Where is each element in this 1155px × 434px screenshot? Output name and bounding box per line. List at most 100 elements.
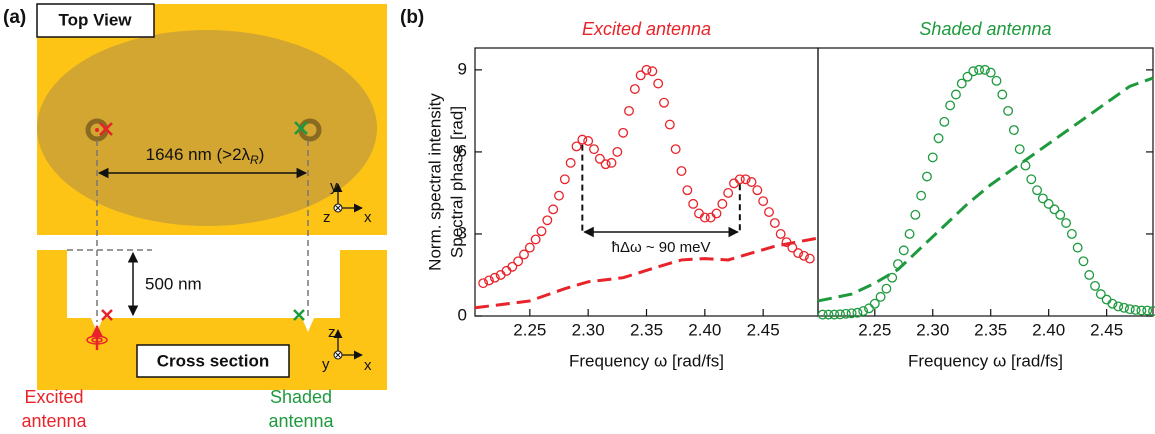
- data-point: [1066, 229, 1077, 239]
- phase-line: [474, 236, 819, 310]
- data-point: [1008, 125, 1019, 135]
- data-point: [1032, 185, 1043, 196]
- data-point: [489, 272, 500, 283]
- data-point: [858, 306, 869, 317]
- phase-line: [817, 76, 1154, 303]
- data-point: [1049, 204, 1060, 215]
- data-point: [554, 190, 564, 201]
- data-point: [775, 229, 786, 239]
- data-point: [594, 153, 605, 164]
- data-point: [659, 97, 669, 108]
- panel-label: (a): [3, 7, 26, 28]
- data-point: [793, 248, 804, 259]
- excitation-mark: [101, 309, 113, 321]
- data-point: [769, 218, 780, 228]
- data-point: [699, 212, 710, 223]
- y-tick-label: 9: [458, 59, 467, 78]
- data-point: [740, 174, 751, 185]
- data-point: [985, 67, 996, 78]
- data-point: [991, 75, 1002, 86]
- chart-title: Shaded antenna: [919, 19, 1051, 39]
- cross-section-surface: [37, 250, 387, 390]
- data-point: [624, 105, 634, 116]
- excited-label: antenna: [21, 411, 87, 431]
- detection-mark: [293, 309, 305, 321]
- data-point: [799, 250, 809, 261]
- data-point: [565, 157, 576, 168]
- axes-icon: y z x: [323, 178, 372, 226]
- data-point: [974, 64, 985, 75]
- data-point: [1003, 105, 1014, 116]
- data-point: [676, 166, 687, 177]
- data-point: [956, 78, 967, 89]
- data-point: [1148, 306, 1155, 317]
- data-point: [962, 71, 973, 82]
- top-view-label: Top View: [58, 10, 132, 29]
- x-tick-label: 2.25: [858, 320, 891, 339]
- data-point: [484, 275, 494, 286]
- data-point: [887, 272, 898, 283]
- data-point: [711, 208, 722, 219]
- data-point: [927, 152, 938, 163]
- y-axis-label: Spectral phase [rad]: [447, 106, 466, 258]
- label-box: [36, 3, 155, 38]
- data-point: [846, 308, 857, 319]
- data-point: [606, 157, 617, 168]
- axis-name: y: [330, 178, 338, 195]
- excitation-mark: [99, 122, 113, 136]
- data-point: [1014, 144, 1025, 155]
- plot-frame: [817, 47, 1154, 317]
- plot-frame: [474, 47, 819, 317]
- data-point: [571, 141, 582, 152]
- data-point: [694, 208, 704, 219]
- data-point: [1107, 298, 1118, 309]
- data-point: [898, 245, 909, 256]
- axis-name: z: [323, 209, 331, 226]
- data-point: [1061, 218, 1072, 228]
- x-tick-label: 2.40: [688, 320, 721, 339]
- data-point: [1037, 193, 1048, 204]
- data-point: [1130, 305, 1141, 315]
- axis-name: z: [328, 324, 336, 341]
- shaded-label: antenna: [268, 411, 334, 431]
- data-point: [1020, 160, 1031, 171]
- data-point: [950, 89, 961, 100]
- data-point: [618, 127, 629, 138]
- data-point: [1095, 289, 1106, 300]
- chart-title: Excited antenna: [582, 19, 711, 39]
- data-point: [530, 234, 541, 245]
- data-point: [589, 144, 599, 155]
- axis-name: x: [364, 357, 372, 374]
- y-tick-label: 0: [458, 305, 467, 324]
- distance-sub: R: [250, 153, 259, 167]
- annotation: ħΔω ~ 90 meV: [612, 239, 711, 256]
- data-point: [664, 119, 675, 130]
- data-point: [840, 308, 851, 319]
- data-point: [904, 229, 915, 239]
- data-point: [1055, 209, 1066, 220]
- data-point: [501, 265, 512, 276]
- data-point: [519, 249, 529, 260]
- data-point: [852, 307, 863, 318]
- cross-section-label: Cross section: [157, 351, 269, 370]
- data-point: [968, 66, 979, 77]
- y-tick-label: 3: [458, 223, 467, 242]
- data-point: [536, 226, 547, 237]
- x-tick-label: 2.35: [974, 320, 1007, 339]
- data-point: [559, 174, 570, 185]
- data-point: [1124, 304, 1135, 315]
- panel-label: (b): [400, 7, 424, 28]
- data-point: [823, 309, 834, 320]
- focus-dot: [95, 128, 99, 132]
- data-point: [548, 204, 559, 215]
- distance-end: ): [259, 145, 265, 164]
- data-point: [612, 146, 623, 157]
- antenna: [298, 118, 322, 142]
- data-point: [723, 187, 734, 198]
- data-point: [945, 100, 956, 111]
- x-tick-label: 2.45: [747, 320, 780, 339]
- data-point: [875, 291, 886, 302]
- data-point: [1142, 305, 1153, 316]
- data-point: [524, 242, 535, 253]
- data-point: [1101, 294, 1112, 305]
